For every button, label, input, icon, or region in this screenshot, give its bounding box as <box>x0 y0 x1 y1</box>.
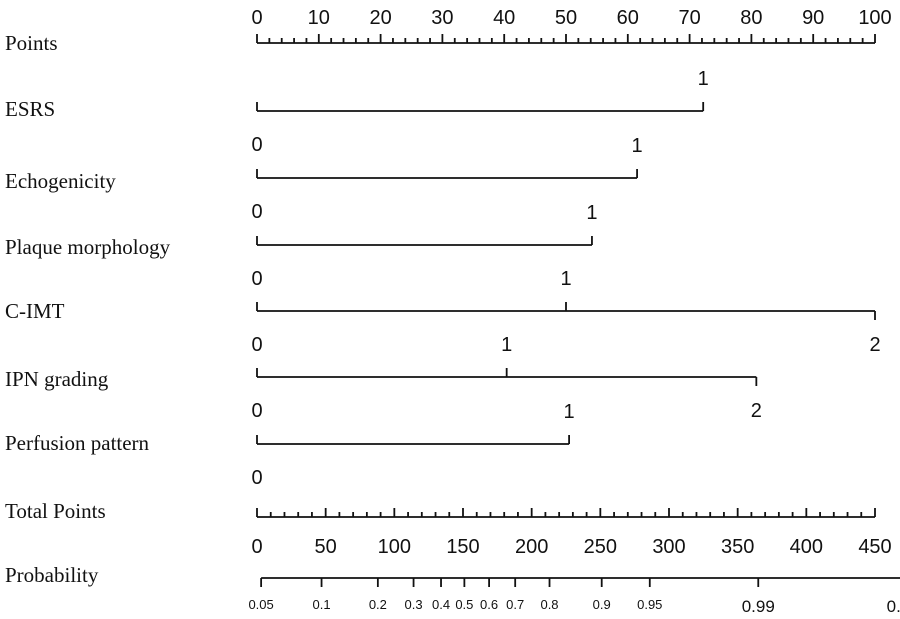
level-label: 0 <box>251 134 262 156</box>
points-tick-label: 100 <box>858 7 891 29</box>
predictor-label: Perfusion pattern <box>5 431 150 455</box>
points-tick-label: 80 <box>740 7 762 29</box>
level-label: 0 <box>251 334 262 356</box>
total-points-tick-label: 150 <box>446 536 479 558</box>
total-points-tick-label: 0 <box>251 536 262 558</box>
probability-tick-label: 0.7 <box>506 597 524 612</box>
points-tick-label: 20 <box>369 7 391 29</box>
level-label: 1 <box>632 135 643 157</box>
points-tick-label: 60 <box>617 7 639 29</box>
total-points-tick-label: 100 <box>378 536 411 558</box>
predictor-label: ESRS <box>5 97 55 121</box>
predictor-label: Plaque morphology <box>5 235 171 259</box>
probability-tick-label: 0.3 <box>405 597 423 612</box>
points-tick-label: 10 <box>308 7 330 29</box>
level-label: 1 <box>501 334 512 356</box>
total-points-tick-label: 300 <box>652 536 685 558</box>
predictor-label: IPN grading <box>5 367 109 391</box>
probability-tick-label: 0.999 <box>887 597 900 616</box>
level-label: 1 <box>586 202 597 224</box>
total-points-tick-label: 400 <box>790 536 823 558</box>
probability-tick-label: 0.2 <box>369 597 387 612</box>
level-label: 2 <box>751 400 762 422</box>
level-label: 0 <box>251 201 262 223</box>
level-label: 1 <box>564 401 575 423</box>
total-points-tick-label: 250 <box>584 536 617 558</box>
total-points-tick-label: 350 <box>721 536 754 558</box>
level-label: 1 <box>560 268 571 290</box>
level-label: 0 <box>251 400 262 422</box>
points-tick-label: 40 <box>493 7 515 29</box>
points-tick-label: 70 <box>678 7 700 29</box>
level-label: 0 <box>251 467 262 489</box>
probability-tick-label: 0.4 <box>432 597 450 612</box>
total-points-tick-label: 450 <box>858 536 891 558</box>
probability-tick-label: 0.1 <box>313 597 331 612</box>
predictor-label: C-IMT <box>5 299 65 323</box>
probability-tick-label: 0.9 <box>593 597 611 612</box>
predictor-label: Echogenicity <box>5 169 116 193</box>
points-tick-label: 50 <box>555 7 577 29</box>
probability-tick-label: 0.05 <box>248 597 273 612</box>
level-label: 2 <box>869 334 880 356</box>
points-tick-label: 90 <box>802 7 824 29</box>
total-points-tick-label: 200 <box>515 536 548 558</box>
probability-tick-label: 0.8 <box>540 597 558 612</box>
total-points-label: Total Points <box>5 499 106 523</box>
total-points-tick-label: 50 <box>315 536 337 558</box>
probability-tick-label: 0.6 <box>480 597 498 612</box>
probability-tick-label: 0.99 <box>742 597 775 616</box>
points-axis-label: Points <box>5 31 58 55</box>
probability-tick-label: 0.95 <box>637 597 662 612</box>
probability-label: Probability <box>5 563 99 587</box>
points-tick-label: 0 <box>251 7 262 29</box>
points-tick-label: 30 <box>431 7 453 29</box>
probability-tick-label: 0.5 <box>455 597 473 612</box>
level-label: 0 <box>251 268 262 290</box>
level-label: 1 <box>698 68 709 90</box>
